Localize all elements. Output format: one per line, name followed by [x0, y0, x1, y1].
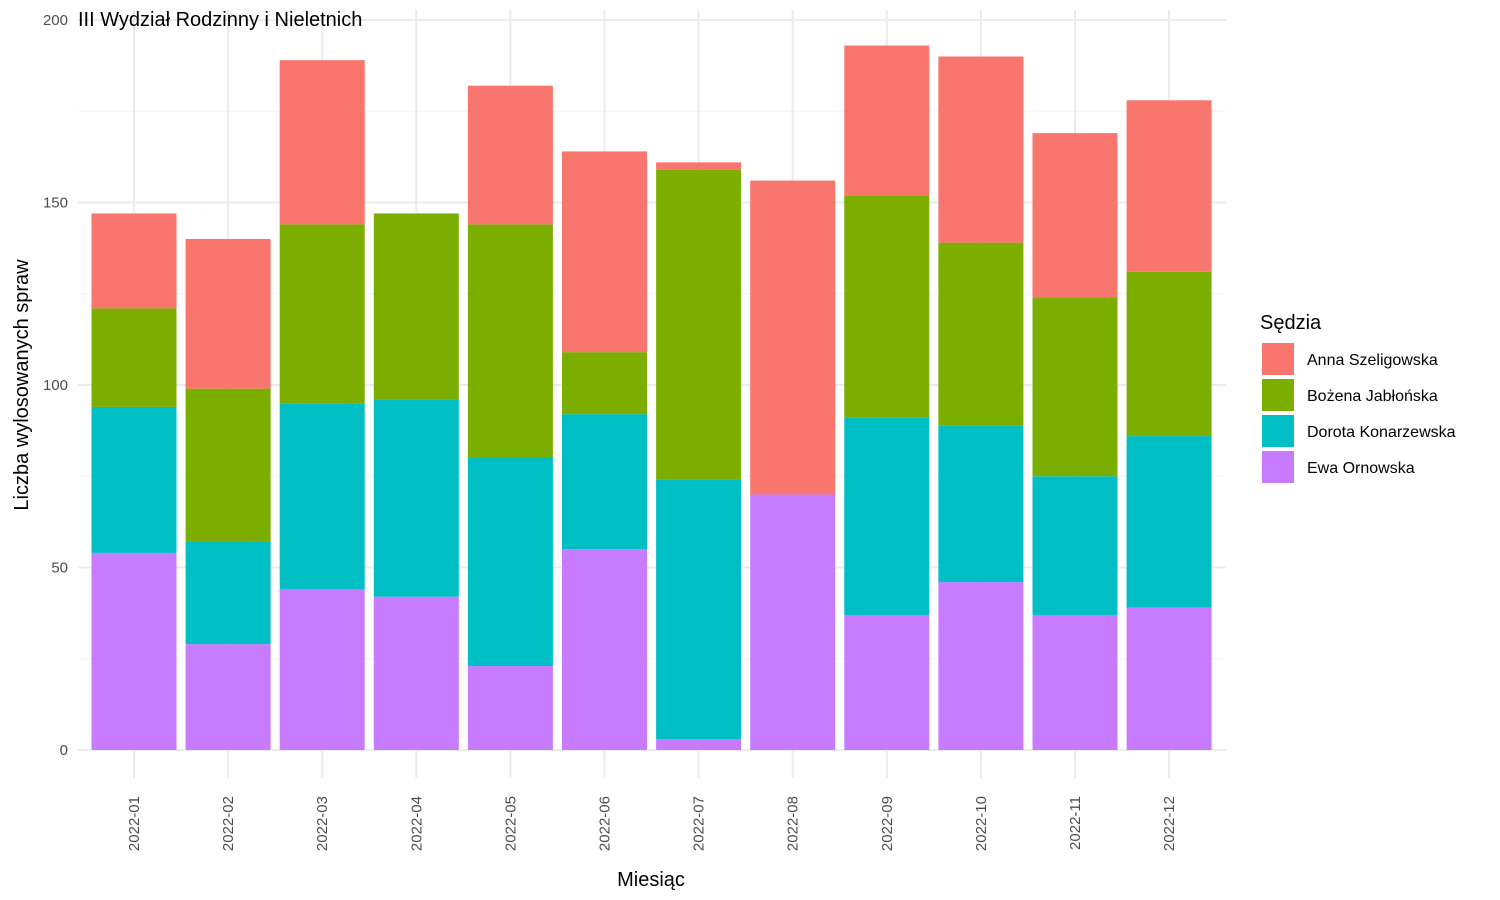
bar-segment-dorota-konarzewska: [844, 417, 930, 615]
bar-segment-boz-ena-jab-on-ska: [185, 388, 271, 542]
legend-item: Ewa Ornowska: [1262, 451, 1415, 483]
bar-segment-anna-szeligowska: [562, 151, 647, 353]
y-tick-label: 200: [43, 12, 68, 29]
bar-segment-boz-ena-jab-on-ska: [1032, 297, 1118, 477]
legend-label: Anna Szeligowska: [1307, 352, 1438, 369]
bar-segment-ewa-ornowska: [938, 582, 1024, 750]
x-tick-label: 2022-01: [126, 796, 143, 851]
bar-segment-boz-ena-jab-on-ska: [467, 224, 553, 458]
legend-title: Sędzia: [1260, 312, 1322, 334]
bar-segment-ewa-ornowska: [467, 666, 553, 750]
x-axis-title: Miesiąc: [617, 869, 685, 891]
legend-swatch: [1262, 343, 1294, 375]
bar-segment-anna-szeligowska: [1126, 100, 1212, 272]
bar-segment-ewa-ornowska: [279, 589, 365, 750]
bar-segment-anna-szeligowska: [185, 239, 271, 389]
bar-segment-dorota-konarzewska: [562, 414, 647, 550]
bar-segment-boz-ena-jab-on-ska: [373, 213, 459, 400]
bar-segment-boz-ena-jab-on-ska: [1126, 271, 1212, 437]
bar-segment-dorota-konarzewska: [656, 479, 742, 740]
bar-segment-ewa-ornowska: [656, 739, 742, 750]
x-tick-label: 2022-03: [314, 796, 331, 851]
bar-segment-dorota-konarzewska: [185, 541, 271, 645]
bar-segment-dorota-konarzewska: [1032, 476, 1118, 615]
bar-segment-boz-ena-jab-on-ska: [562, 352, 647, 415]
legend-label: Bożena Jabłońska: [1307, 388, 1438, 405]
x-tick-label: 2022-09: [879, 796, 896, 851]
bar-segment-dorota-konarzewska: [91, 406, 177, 553]
bar-segment-dorota-konarzewska: [467, 458, 553, 667]
x-tick-label: 2022-05: [502, 796, 519, 851]
bar-segment-dorota-konarzewska: [938, 425, 1024, 583]
bars: [91, 45, 1212, 750]
x-tick-label: 2022-07: [691, 796, 708, 851]
chart-title: III Wydział Rodzinny i Nieletnich: [78, 9, 362, 31]
y-tick-labels: 0 50 100 150 200: [43, 12, 68, 759]
legend: Sędzia Anna Szeligowska Bożena Jabłońska D…: [1260, 312, 1456, 483]
legend-item: Bożena Jabłońska: [1262, 379, 1438, 411]
legend-label: Dorota Konarzewska: [1307, 424, 1456, 441]
y-tick-label: 50: [51, 560, 68, 577]
bar-segment-anna-szeligowska: [938, 56, 1024, 243]
x-tick-label: 2022-08: [785, 796, 802, 851]
bar-segment-anna-szeligowska: [656, 162, 742, 170]
bar-segment-boz-ena-jab-on-ska: [844, 195, 930, 418]
bar-segment-ewa-ornowska: [185, 644, 271, 750]
bar-segment-ewa-ornowska: [562, 549, 647, 750]
y-tick-label: 150: [43, 195, 68, 212]
legend-item: Dorota Konarzewska: [1262, 415, 1456, 447]
x-tick-label: 2022-02: [220, 796, 237, 851]
bar-segment-boz-ena-jab-on-ska: [279, 224, 365, 404]
legend-item: Anna Szeligowska: [1262, 343, 1438, 375]
bar-segment-ewa-ornowska: [844, 614, 930, 750]
legend-swatch: [1262, 451, 1294, 483]
legend-label: Ewa Ornowska: [1307, 460, 1415, 477]
bar-segment-boz-ena-jab-on-ska: [91, 308, 177, 407]
legend-swatch: [1262, 415, 1294, 447]
y-tick-label: 0: [60, 742, 68, 759]
bar-segment-anna-szeligowska: [279, 60, 365, 225]
y-tick-label: 100: [43, 377, 68, 394]
bar-segment-dorota-konarzewska: [279, 403, 365, 590]
bar-segment-boz-ena-jab-on-ska: [938, 242, 1024, 426]
bar-segment-anna-szeligowska: [467, 85, 553, 225]
x-tick-label: 2022-04: [408, 796, 425, 851]
legend-swatch: [1262, 379, 1294, 411]
bar-segment-ewa-ornowska: [1126, 607, 1212, 750]
bar-segment-anna-szeligowska: [1032, 133, 1118, 298]
bar-segment-ewa-ornowska: [750, 494, 836, 750]
bar-segment-ewa-ornowska: [91, 552, 177, 750]
bar-segment-boz-ena-jab-on-ska: [656, 169, 742, 480]
bar-segment-dorota-konarzewska: [1126, 436, 1212, 608]
bar-segment-anna-szeligowska: [844, 45, 930, 196]
x-tick-labels: 2022-01 2022-02 2022-03 2022-04 2022-05 2022-…: [126, 796, 1178, 851]
bar-segment-anna-szeligowska: [91, 213, 177, 309]
bar-segment-dorota-konarzewska: [373, 399, 459, 597]
bar-segment-ewa-ornowska: [373, 596, 459, 750]
bar-segment-anna-szeligowska: [750, 180, 836, 495]
x-tick-label: 2022-11: [1067, 796, 1084, 850]
x-tick-label: 2022-10: [973, 796, 990, 851]
x-tick-label: 2022-12: [1161, 796, 1178, 851]
y-axis-title: Liczba wylosowanych spraw: [11, 259, 33, 511]
x-tick-label: 2022-06: [597, 796, 614, 851]
bar-segment-ewa-ornowska: [1032, 614, 1118, 750]
